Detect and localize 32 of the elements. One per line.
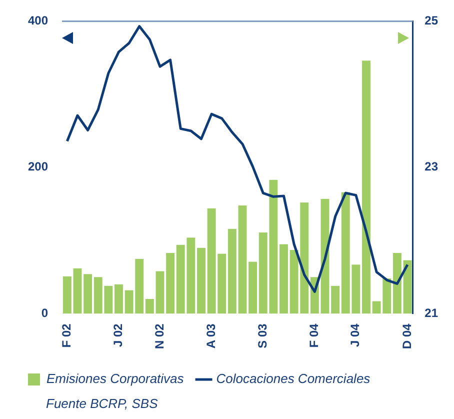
- bar: [248, 262, 258, 314]
- bar: [166, 252, 175, 314]
- y2-tick-label: 21: [424, 306, 438, 320]
- bar: [280, 244, 288, 314]
- bar: [331, 286, 340, 314]
- x-tick-label: F 02: [59, 323, 74, 348]
- bar: [62, 276, 72, 314]
- bar: [392, 252, 402, 314]
- bar: [156, 271, 164, 314]
- x-tick-label: N 02: [152, 323, 166, 350]
- bar: [114, 284, 123, 314]
- x-tick-label: D 04: [400, 323, 414, 350]
- legend-label: Emisiones Corporativas: [46, 371, 184, 386]
- y2-tick-label: 23: [424, 160, 438, 174]
- y-tick-label: 200: [28, 160, 48, 174]
- y-tick-label: 0: [41, 306, 48, 320]
- bar: [228, 228, 236, 314]
- x-tick-label: S 03: [255, 323, 270, 348]
- bar: [238, 205, 247, 314]
- y2-tick-label: 25: [424, 14, 438, 28]
- y-tick-label: 400: [28, 14, 48, 28]
- x-tick-label: J 04: [348, 323, 362, 348]
- bar: [84, 274, 92, 314]
- bar: [197, 248, 206, 314]
- x-tick-label: J 02: [111, 323, 126, 348]
- bar: [362, 60, 370, 314]
- bar: [145, 299, 154, 314]
- source-note: Fuente BCRP, SBS: [46, 396, 158, 411]
- x-tick-label: A 03: [204, 323, 218, 349]
- legend-label: Colocaciones Comerciales: [216, 371, 371, 386]
- bar: [73, 268, 82, 314]
- x-tick-label: F 04: [306, 323, 321, 348]
